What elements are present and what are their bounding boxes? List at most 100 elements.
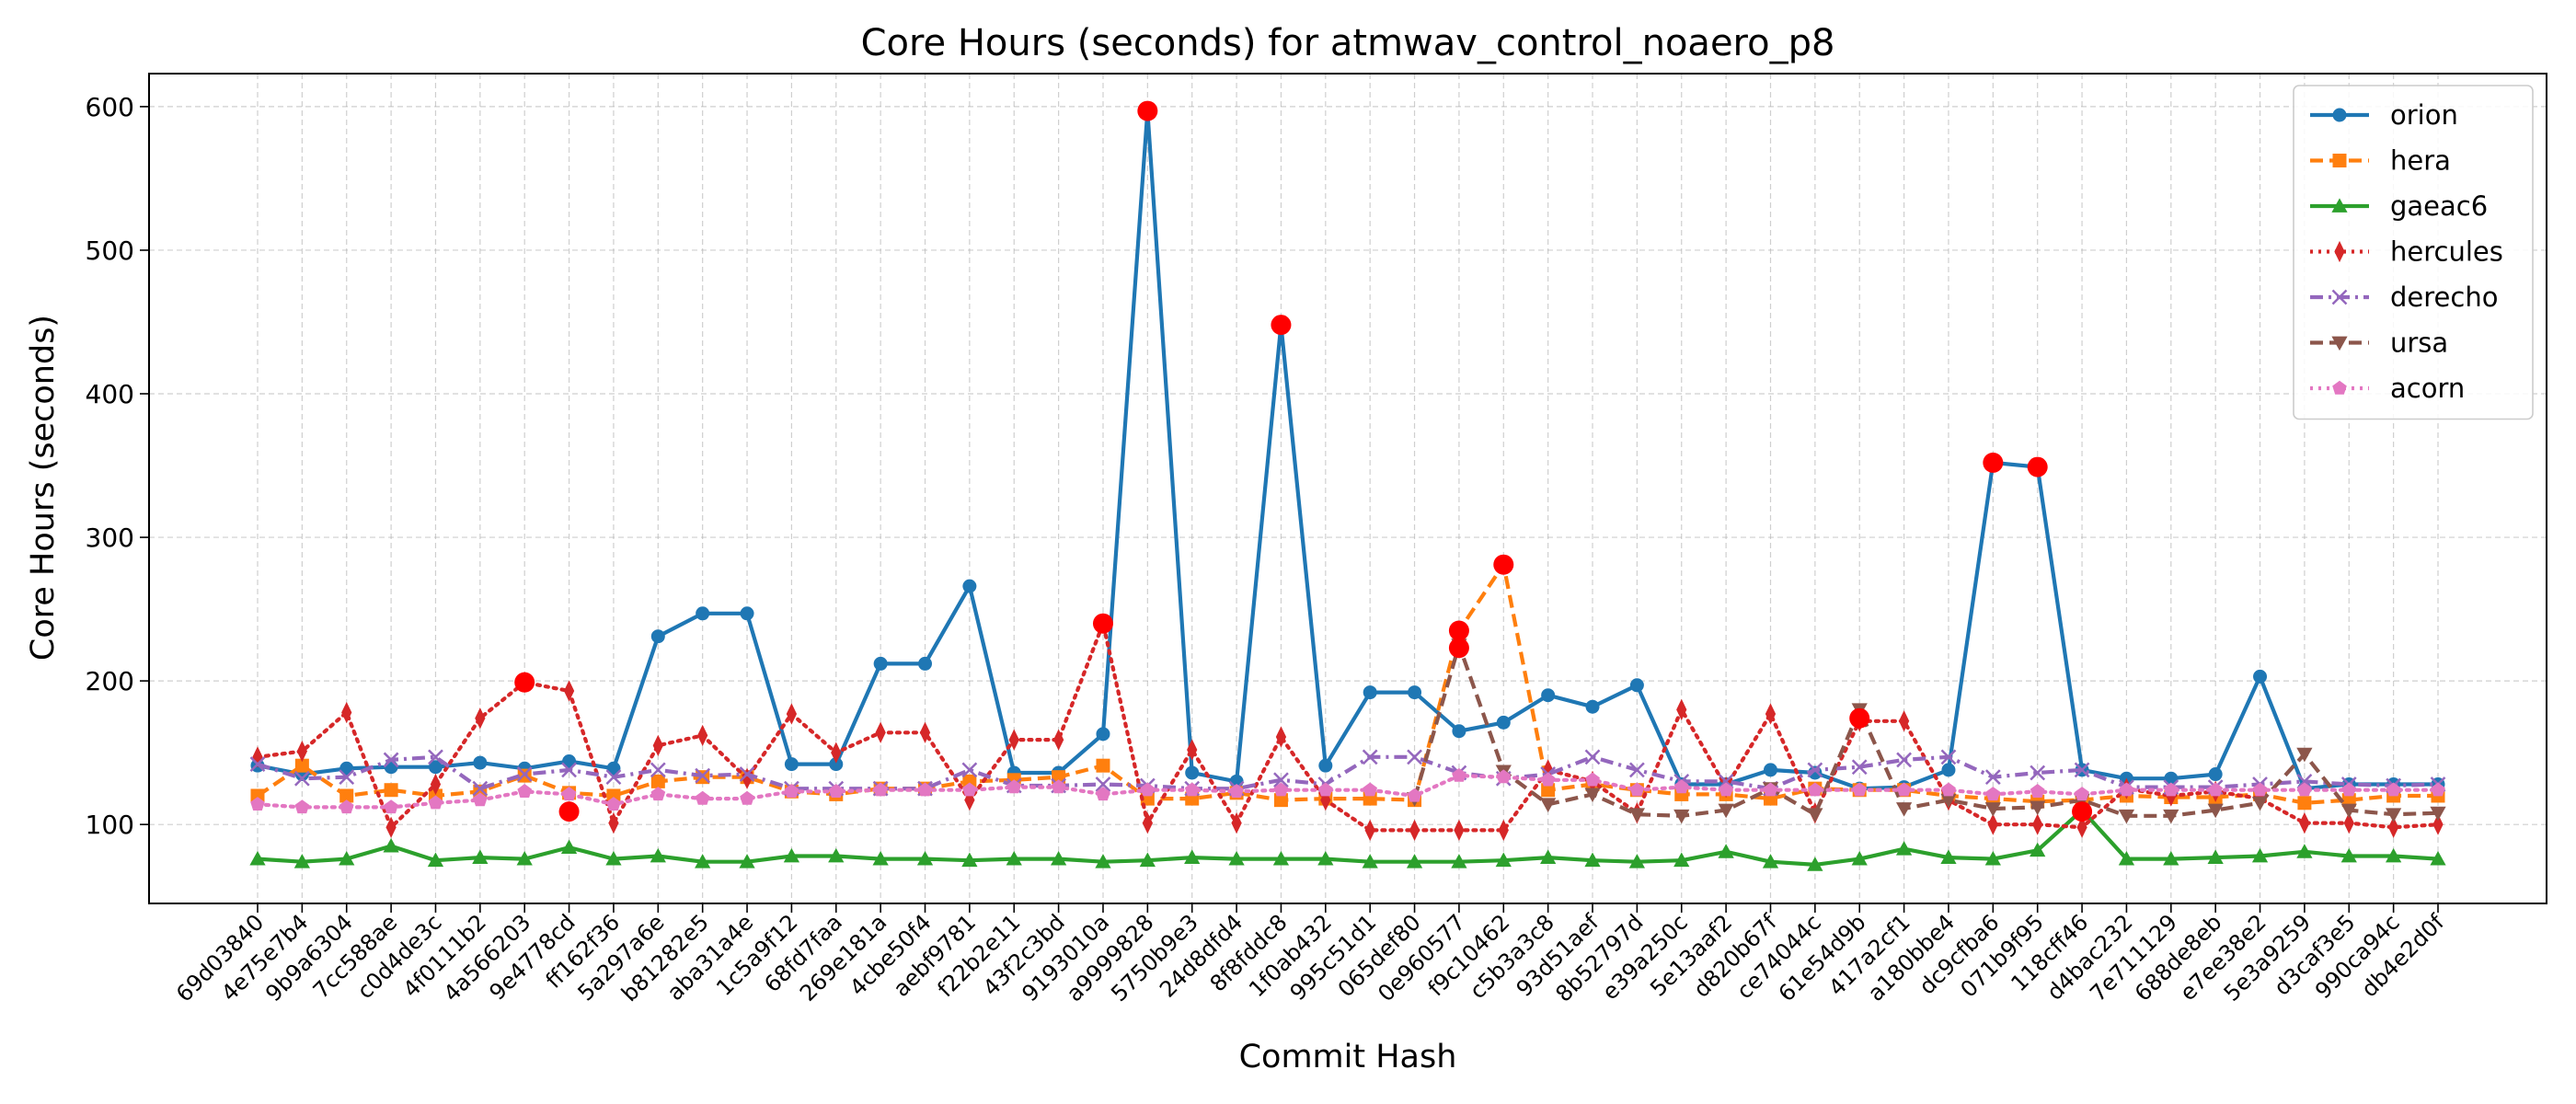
data-point bbox=[383, 752, 399, 768]
legend-item-hercules: hercules bbox=[2310, 236, 2503, 268]
y-tick-label: 600 bbox=[86, 92, 134, 122]
data-point bbox=[872, 850, 889, 866]
data-point bbox=[339, 850, 355, 866]
data-point-stroke bbox=[1095, 776, 1111, 792]
legend-label: acorn bbox=[2390, 373, 2465, 404]
data-point bbox=[2119, 782, 2134, 797]
series-line bbox=[257, 109, 2438, 791]
data-point bbox=[428, 760, 443, 775]
data-point bbox=[606, 788, 621, 803]
data-point-stroke bbox=[339, 769, 355, 786]
data-point bbox=[608, 811, 619, 834]
data-point-stroke bbox=[605, 769, 622, 786]
data-point bbox=[1095, 776, 1111, 792]
data-point bbox=[428, 795, 443, 810]
data-point bbox=[875, 721, 886, 743]
data-point bbox=[1362, 749, 1378, 765]
data-point bbox=[2296, 747, 2313, 763]
data-point-stroke bbox=[1984, 769, 2001, 786]
data-point bbox=[1896, 752, 1912, 768]
data-point bbox=[1052, 729, 1064, 751]
data-point bbox=[1228, 850, 1245, 866]
data-point bbox=[473, 755, 488, 770]
data-point bbox=[2118, 809, 2135, 824]
data-point bbox=[2331, 336, 2348, 351]
data-point bbox=[1185, 765, 1200, 780]
data-point bbox=[2297, 796, 2312, 811]
data-point bbox=[740, 790, 754, 805]
highlighted-point bbox=[1271, 315, 1292, 336]
highlighted-point bbox=[1983, 452, 2004, 473]
data-point bbox=[2118, 850, 2135, 866]
data-point bbox=[2296, 844, 2313, 858]
data-point bbox=[339, 799, 354, 814]
data-point bbox=[650, 774, 665, 788]
data-point bbox=[786, 703, 798, 725]
data-point bbox=[383, 837, 399, 853]
data-point bbox=[1584, 749, 1601, 765]
data-point bbox=[2030, 800, 2046, 816]
data-point bbox=[384, 783, 398, 798]
y-tick-label: 100 bbox=[86, 810, 134, 840]
data-point bbox=[1409, 819, 1420, 842]
data-point bbox=[563, 680, 575, 702]
data-point bbox=[961, 852, 978, 868]
data-point bbox=[695, 854, 711, 868]
data-point bbox=[1851, 850, 1868, 866]
data-point bbox=[1184, 782, 1200, 797]
highlighted-point bbox=[2072, 801, 2093, 822]
data-point bbox=[1987, 813, 1998, 835]
data-point bbox=[1140, 782, 1156, 797]
data-point bbox=[293, 854, 310, 868]
data-point bbox=[2430, 850, 2446, 866]
data-point bbox=[2074, 762, 2090, 778]
series-ursa bbox=[1406, 638, 2446, 824]
data-point bbox=[1051, 779, 1066, 794]
data-point bbox=[1941, 782, 1956, 797]
data-point bbox=[1941, 763, 1956, 777]
data-point bbox=[1584, 852, 1601, 868]
data-point bbox=[1498, 819, 1509, 842]
series-line bbox=[257, 754, 2439, 791]
highlighted-point bbox=[1849, 707, 1870, 729]
data-point bbox=[2299, 811, 2310, 834]
data-point bbox=[2431, 782, 2445, 797]
data-point bbox=[1096, 727, 1110, 742]
data-point bbox=[1273, 782, 1289, 797]
data-point bbox=[1495, 852, 1512, 868]
legend-item-orion: orion bbox=[2310, 99, 2458, 131]
legend-label: derecho bbox=[2390, 282, 2498, 313]
data-point bbox=[1629, 678, 1644, 693]
data-point bbox=[828, 784, 844, 798]
y-axis: 100 200 300 400 500 600 bbox=[86, 92, 149, 840]
data-point bbox=[516, 766, 533, 782]
data-point bbox=[961, 762, 978, 778]
data-point-stroke bbox=[472, 780, 489, 797]
data-point-stroke bbox=[1940, 749, 1957, 765]
data-point bbox=[384, 799, 398, 814]
highlighted-point bbox=[1493, 554, 1514, 575]
data-point-stroke bbox=[383, 752, 399, 768]
data-point bbox=[1452, 724, 1466, 739]
data-point bbox=[2332, 108, 2347, 122]
data-point bbox=[1851, 759, 1868, 776]
data-point bbox=[428, 749, 443, 765]
data-point bbox=[1096, 758, 1110, 773]
highlight-layer bbox=[514, 100, 2093, 822]
highlighted-point bbox=[1137, 100, 1158, 121]
data-point bbox=[2164, 771, 2179, 786]
data-point bbox=[427, 852, 444, 868]
data-point bbox=[1273, 793, 1288, 808]
series-line bbox=[1412, 643, 2439, 818]
data-point bbox=[2331, 198, 2348, 213]
y-tick-label: 500 bbox=[86, 236, 134, 266]
chart-title: Core Hours (seconds) for atmwav_control_… bbox=[861, 22, 1835, 64]
data-point bbox=[517, 784, 533, 798]
data-point bbox=[472, 780, 489, 797]
data-point bbox=[2432, 813, 2444, 835]
data-point bbox=[1318, 758, 1333, 773]
data-point bbox=[1454, 819, 1465, 842]
legend-label: gaeac6 bbox=[2390, 190, 2488, 222]
data-point bbox=[560, 839, 578, 855]
data-point bbox=[1808, 782, 1823, 797]
